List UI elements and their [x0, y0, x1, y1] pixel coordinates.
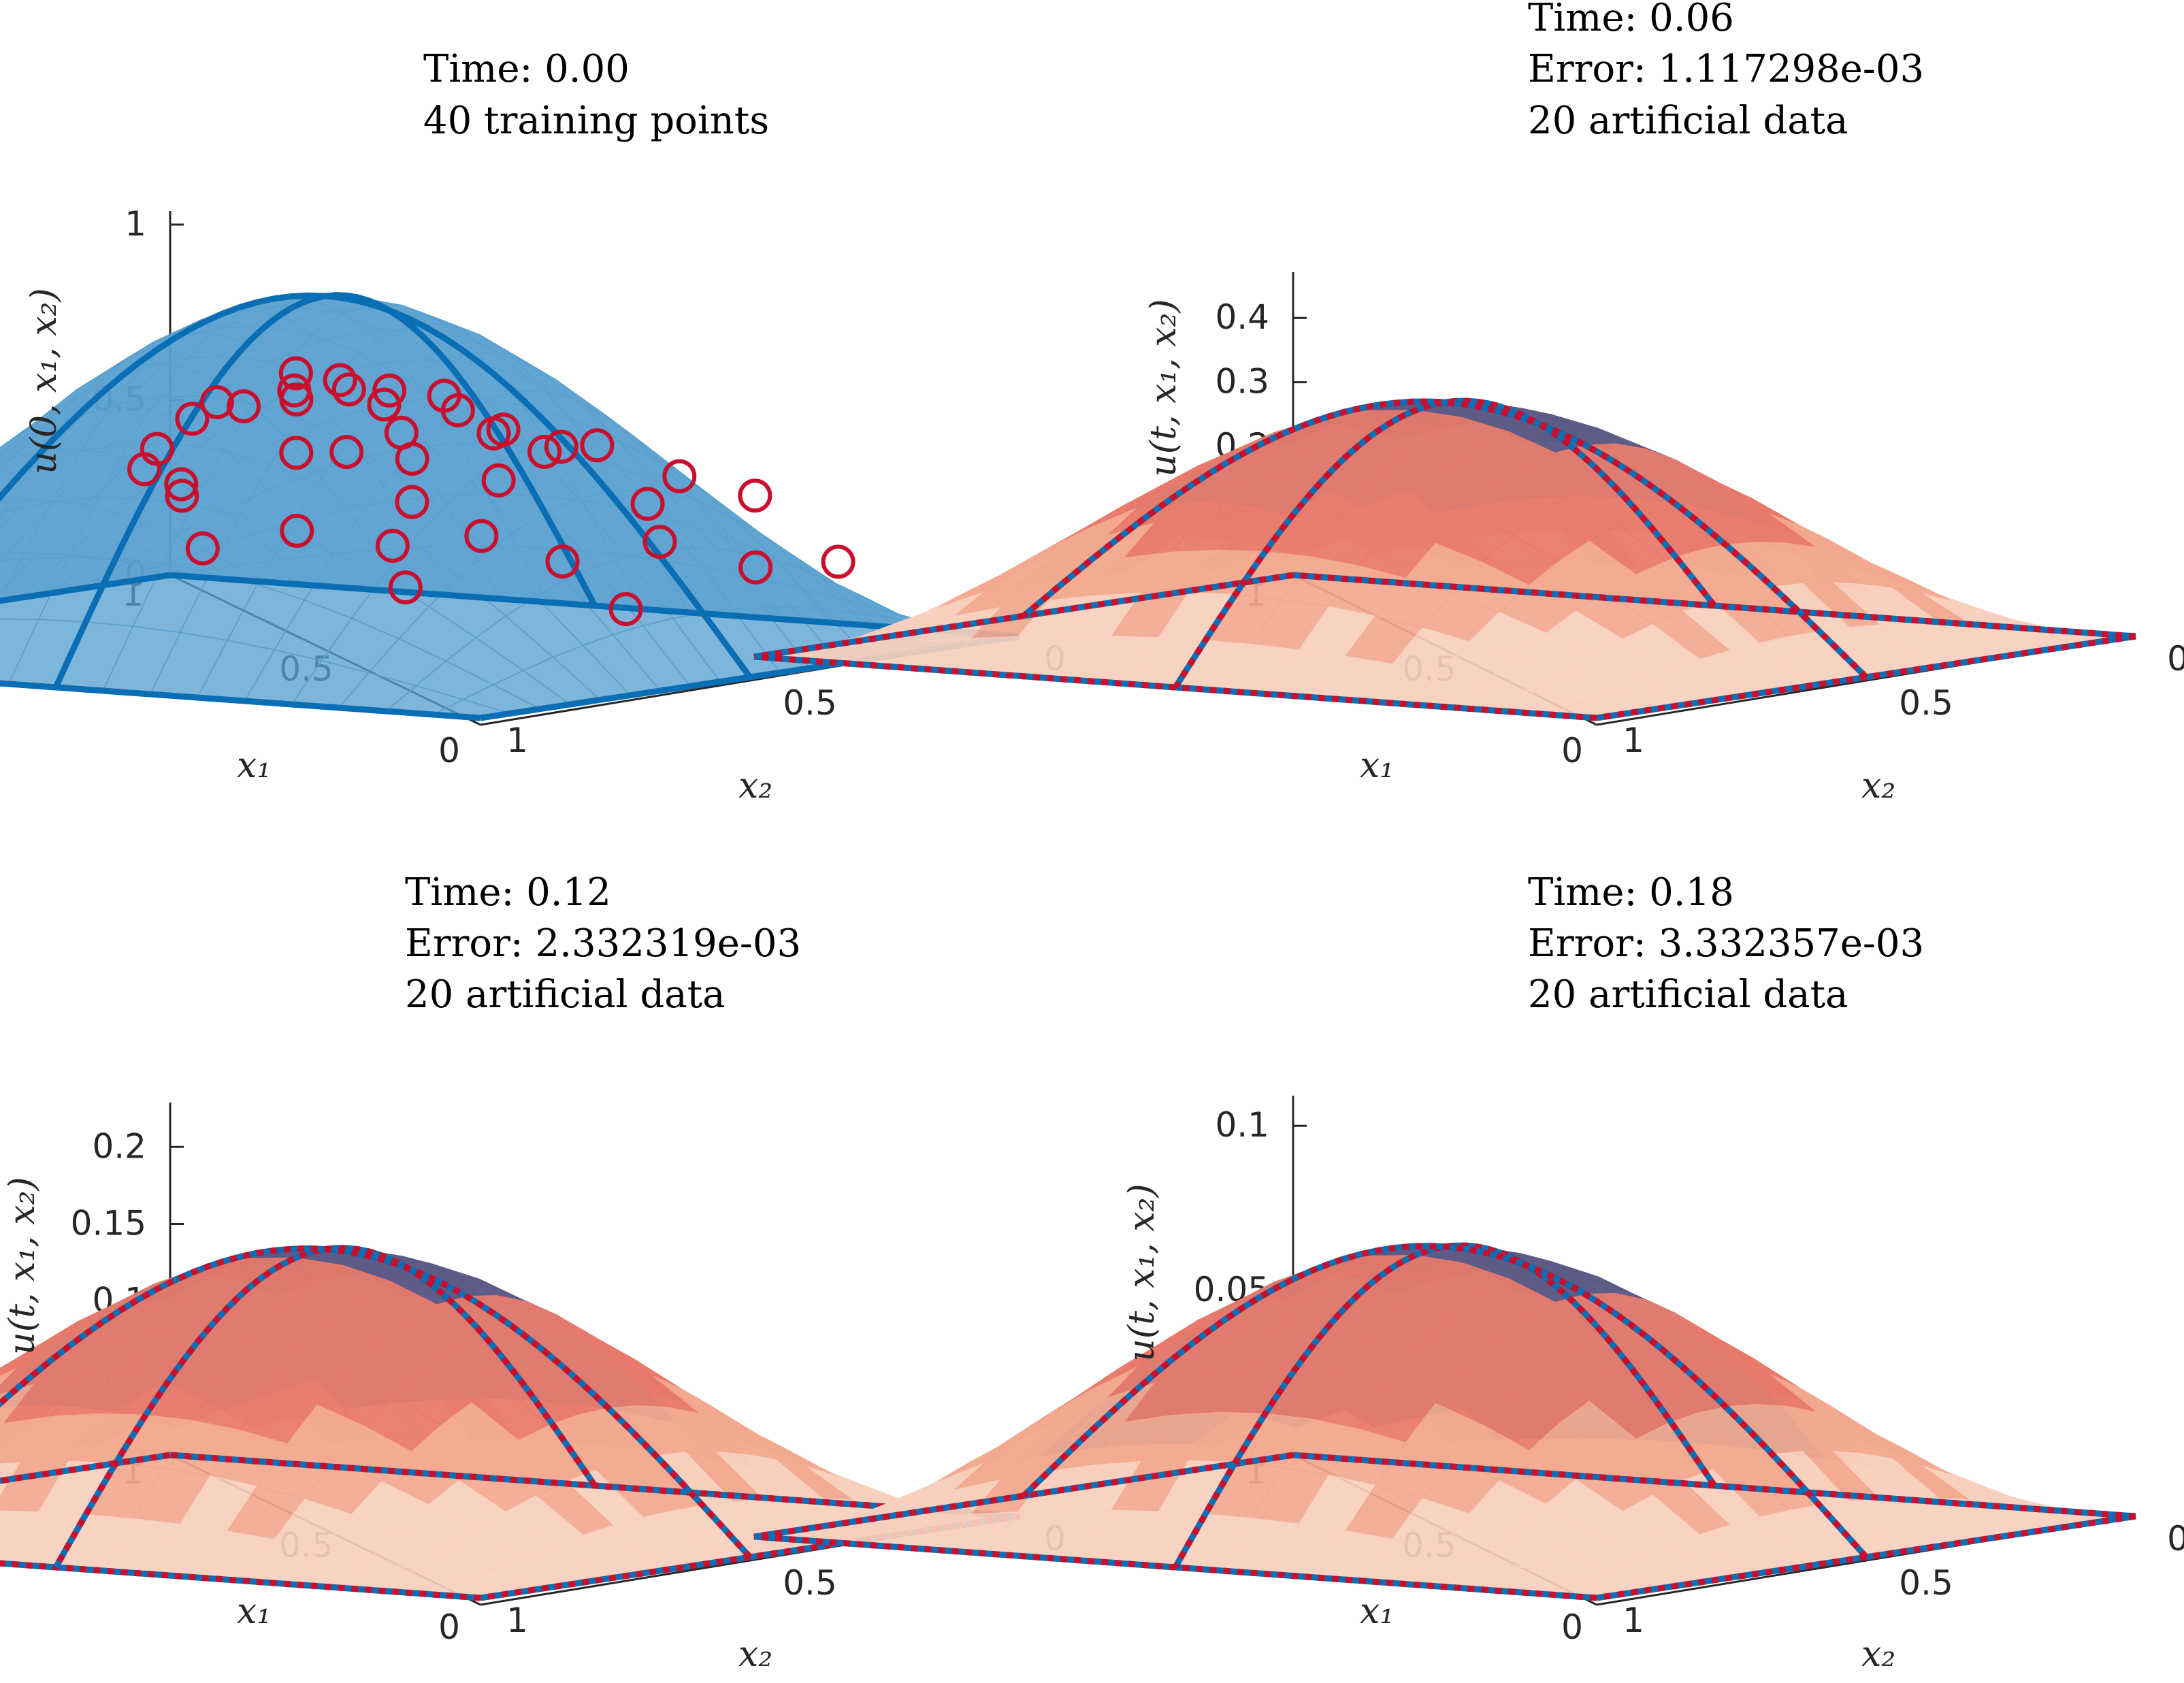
training-point — [185, 531, 220, 566]
training-point — [280, 513, 314, 548]
training-point — [630, 487, 665, 521]
panel-2-zlabel: u(t, x₁, x₂) — [1143, 299, 1184, 476]
training-point — [279, 382, 314, 416]
surface-edge-dashed — [0, 1245, 753, 1560]
training-point — [164, 467, 199, 502]
training-point — [544, 429, 578, 464]
panel-2: Time: 0.06 Error: 1.117298e-03 20 artifi… — [753, 0, 2184, 806]
training-point — [662, 459, 697, 493]
x2-tick-label: 1 — [1623, 721, 1644, 760]
training-point — [440, 393, 475, 427]
panel-3-x2label: x₂ — [738, 1634, 772, 1675]
training-point — [323, 363, 357, 397]
surface-edge-dashed — [1173, 1242, 1717, 1569]
x2-tick-label: 1 — [1623, 1601, 1644, 1640]
panel-1-x1label: x₁ — [237, 745, 271, 786]
panel-1: Time: 0.00 40 training points 00.5100.51… — [0, 47, 1066, 806]
surface-edge — [0, 572, 171, 604]
z-tick-label: 0.4 — [1215, 297, 1269, 337]
training-point — [545, 544, 580, 579]
training-point — [165, 478, 199, 513]
panel-2-x2label: x₂ — [1861, 766, 1895, 806]
panel-4: Time: 0.18 Error: 3.332357e-03 20 artifi… — [753, 870, 2184, 1675]
surface-patch — [0, 510, 5, 521]
x2-tick-label: 0.5 — [783, 1563, 837, 1603]
training-point — [227, 389, 261, 423]
x2-tick-label: 1 — [506, 721, 528, 760]
panel-3-title-line-3: 20 artificial data — [405, 973, 725, 1017]
panel-3-zlabel: u(t, x₁, x₂) — [2, 1177, 43, 1354]
panel-2-title-line-2: Error: 1.117298e-03 — [1528, 47, 1924, 91]
surface-edge — [0, 1452, 171, 1484]
training-point — [278, 356, 313, 391]
training-point — [395, 485, 429, 519]
panel-4-x2label: x₂ — [1861, 1634, 1895, 1675]
x2-tick-label: 0 — [2167, 1519, 2184, 1558]
training-point — [464, 519, 499, 553]
panel-1-title-line-1: Time: 0.00 — [423, 47, 630, 91]
training-point — [384, 415, 419, 450]
x2-tick-label: 1 — [506, 1601, 528, 1640]
surface-edge-dashed — [53, 1245, 598, 1569]
training-point — [175, 402, 210, 436]
panel-3-title-line-1: Time: 0.12 — [405, 870, 611, 915]
x1-tick-label: 0 — [1561, 731, 1583, 770]
panel-2-plot: 00.10.20.30.400.5100.51 — [753, 272, 2184, 770]
panel-4-x1label: x₁ — [1360, 1591, 1394, 1632]
training-point — [580, 428, 615, 463]
training-point — [481, 463, 516, 497]
z-tick-label: 1 — [125, 204, 146, 244]
training-point — [199, 385, 234, 419]
panel-2-title-line-1: Time: 0.06 — [1528, 0, 1734, 40]
panel-2-title-line-3: 20 artificial data — [1528, 99, 1848, 143]
surface-edge-dashed — [1173, 397, 1717, 689]
panel-2-x1label: x₁ — [1360, 745, 1394, 786]
training-point — [388, 570, 423, 605]
training-point — [642, 525, 677, 559]
panel-4-zlabel: u(t, x₁, x₂) — [1122, 1183, 1162, 1361]
training-point — [375, 529, 410, 563]
training-point — [279, 436, 314, 470]
panel-3: Time: 0.12 Error: 2.332319e-03 20 artifi… — [0, 870, 1066, 1675]
x2-tick-label: 0.5 — [1899, 683, 1953, 723]
training-point — [608, 592, 643, 626]
x1-tick-label: 0 — [438, 1607, 460, 1647]
panel-1-plot: 00.5100.5100.51 — [0, 204, 1066, 770]
x2-tick-label: 0 — [2167, 639, 2184, 679]
panel-4-plot: 00.050.100.5100.51 — [753, 1096, 2184, 1647]
training-point — [821, 544, 855, 579]
training-point — [486, 412, 521, 447]
panel-4-title-line-2: Error: 3.332357e-03 — [1528, 921, 1924, 966]
panel-1-zlabel: u(0, x₁, x₂) — [24, 288, 65, 474]
panel-1-x2label: x₂ — [738, 766, 772, 806]
z-tick-label: 0.3 — [1215, 362, 1269, 402]
panel-3-plot: 00.050.10.150.200.5100.51 — [0, 1102, 1066, 1647]
panel-4-title-line-3: 20 artificial data — [1528, 973, 1848, 1017]
training-point — [738, 478, 772, 513]
training-point — [140, 431, 174, 466]
training-point — [738, 550, 773, 585]
x1-tick-label: 0 — [438, 731, 460, 770]
x1-tick-label: 0 — [1561, 1607, 1583, 1647]
surface-edge — [0, 292, 753, 679]
training-point — [372, 373, 407, 408]
x2-tick-label: 0.5 — [1899, 1563, 1953, 1603]
training-point — [331, 372, 366, 407]
training-point — [329, 435, 364, 470]
training-point — [367, 387, 402, 422]
x2-tick-label: 0.5 — [783, 683, 837, 723]
surface-edge-dashed — [1021, 1243, 1869, 1560]
panel-3-title-line-2: Error: 2.332319e-03 — [405, 921, 801, 966]
training-point — [527, 434, 562, 469]
z-tick-label: 0.15 — [71, 1203, 146, 1243]
surface-edge-dashed — [1022, 398, 1869, 680]
panel-1-title-line-2: 40 training points — [423, 99, 769, 143]
panel-3-x1label: x₁ — [237, 1591, 271, 1632]
z-tick-label: 0.1 — [1215, 1105, 1269, 1145]
z-tick-label: 0.2 — [92, 1126, 146, 1166]
panel-4-title-line-1: Time: 0.18 — [1528, 870, 1734, 915]
